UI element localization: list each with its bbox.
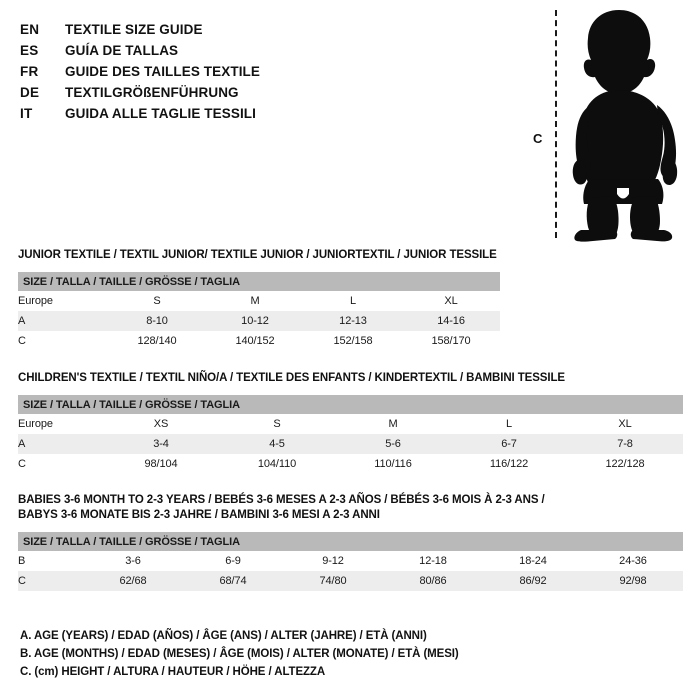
table-cell: 104/110 <box>219 454 335 474</box>
title-row-it: IT GUIDA ALLE TAGLIE TESSILI <box>20 106 480 127</box>
title-text-fr: GUIDE DES TAILLES TEXTILE <box>65 64 261 79</box>
children-table-header-label: SIZE / TALLA / TAILLE / GRÖSSE / TAGLIA <box>18 395 684 414</box>
table-row: Europe XS S M L XL <box>18 414 684 434</box>
table-cell: 80/86 <box>383 571 483 591</box>
measurement-figure: C <box>505 0 700 248</box>
table-header-row: SIZE / TALLA / TAILLE / GRÖSSE / TAGLIA <box>18 395 684 414</box>
table-row: C 62/68 68/74 74/80 80/86 86/92 92/98 <box>18 571 683 591</box>
language-code-fr: FR <box>20 64 39 79</box>
table-cell: 110/116 <box>335 454 451 474</box>
section-babies-textile: BABIES 3-6 MONTH TO 2-3 YEARS / BEBÉS 3-… <box>18 493 683 591</box>
table-cell: 6-9 <box>183 551 283 571</box>
row-key: C <box>18 454 103 474</box>
row-key: Europe <box>18 414 103 434</box>
row-key: C <box>18 571 83 591</box>
legend-line-a: A. AGE (YEARS) / EDAD (AÑOS) / ÂGE (ANS)… <box>20 630 427 642</box>
title-row-fr: FR GUIDE DES TAILLES TEXTILE <box>20 64 480 85</box>
section-junior-textile: JUNIOR TEXTILE / TEXTIL JUNIOR/ TEXTILE … <box>18 248 501 351</box>
junior-size-table: SIZE / TALLA / TAILLE / GRÖSSE / TAGLIA … <box>18 272 501 351</box>
table-cell: 24-36 <box>583 551 683 571</box>
table-cell: S <box>219 414 335 434</box>
table-cell: 3-6 <box>83 551 183 571</box>
legend-line-b: B. AGE (MONTHS) / EDAD (MESES) / ÂGE (MO… <box>20 648 459 660</box>
table-cell: M <box>206 291 304 311</box>
row-key: C <box>18 331 108 351</box>
section-heading-babies-line2: BABYS 3-6 MONATE BIS 2-3 JAHRE / BAMBINI… <box>18 509 380 521</box>
table-cell: 18-24 <box>483 551 583 571</box>
row-key: A <box>18 434 103 454</box>
table-cell: 14-16 <box>402 311 501 331</box>
section-heading-babies-line1: BABIES 3-6 MONTH TO 2-3 YEARS / BEBÉS 3-… <box>18 494 545 506</box>
table-cell: 5-6 <box>335 434 451 454</box>
section-heading-junior: JUNIOR TEXTILE / TEXTIL JUNIOR/ TEXTILE … <box>18 249 497 261</box>
language-code-es: ES <box>20 43 39 58</box>
table-cell: XL <box>402 291 501 311</box>
title-row-es: ES GUÍA DE TALLAS <box>20 43 480 64</box>
table-cell: 74/80 <box>283 571 383 591</box>
table-cell: 68/74 <box>183 571 283 591</box>
table-cell: 8-10 <box>108 311 206 331</box>
section-childrens-textile: CHILDREN'S TEXTILE / TEXTIL NIÑO/A / TEX… <box>18 371 684 474</box>
table-cell: 10-12 <box>206 311 304 331</box>
title-row-de: DE TEXTILGRÖßENFÜHRUNG <box>20 85 480 106</box>
table-cell: 128/140 <box>108 331 206 351</box>
table-cell: 152/158 <box>304 331 402 351</box>
table-row: B 3-6 6-9 9-12 12-18 18-24 24-36 <box>18 551 683 571</box>
title-text-de: TEXTILGRÖßENFÜHRUNG <box>65 85 239 100</box>
title-text-es: GUÍA DE TALLAS <box>65 43 179 58</box>
table-cell: 86/92 <box>483 571 583 591</box>
table-cell: 12-13 <box>304 311 402 331</box>
table-row: C 128/140 140/152 152/158 158/170 <box>18 331 501 351</box>
row-key: B <box>18 551 83 571</box>
table-header-row: SIZE / TALLA / TAILLE / GRÖSSE / TAGLIA <box>18 532 683 551</box>
babies-size-table: SIZE / TALLA / TAILLE / GRÖSSE / TAGLIA … <box>18 532 683 591</box>
section-heading-children: CHILDREN'S TEXTILE / TEXTIL NIÑO/A / TEX… <box>18 372 565 384</box>
table-cell: 122/128 <box>567 454 684 474</box>
table-cell: L <box>451 414 567 434</box>
table-cell: XS <box>103 414 219 434</box>
language-code-en: EN <box>20 22 40 37</box>
row-key: Europe <box>18 291 108 311</box>
language-title-block: EN TEXTILE SIZE GUIDE ES GUÍA DE TALLAS … <box>20 22 480 127</box>
table-cell: S <box>108 291 206 311</box>
table-cell: L <box>304 291 402 311</box>
table-row: A 8-10 10-12 12-13 14-16 <box>18 311 501 331</box>
legend-line-c: C. (cm) HEIGHT / ALTURA / HAUTEUR / HÖHE… <box>20 666 326 678</box>
measurement-legend: A. AGE (YEARS) / EDAD (AÑOS) / ÂGE (ANS)… <box>20 627 540 681</box>
table-row: A 3-4 4-5 5-6 6-7 7-8 <box>18 434 684 454</box>
table-cell: 7-8 <box>567 434 684 454</box>
title-text-it: GUIDA ALLE TAGLIE TESSILI <box>65 106 256 121</box>
table-cell: 140/152 <box>206 331 304 351</box>
children-size-table: SIZE / TALLA / TAILLE / GRÖSSE / TAGLIA … <box>18 395 684 474</box>
measure-label-c: C <box>533 131 543 146</box>
height-measure-dashed-line <box>555 10 557 238</box>
table-cell: 116/122 <box>451 454 567 474</box>
junior-table-header-label: SIZE / TALLA / TAILLE / GRÖSSE / TAGLIA <box>18 272 501 291</box>
table-cell: 3-4 <box>103 434 219 454</box>
table-row: Europe S M L XL <box>18 291 501 311</box>
row-key: A <box>18 311 108 331</box>
language-code-it: IT <box>20 106 33 121</box>
toddler-silhouette-icon <box>572 10 678 242</box>
babies-table-header-label: SIZE / TALLA / TAILLE / GRÖSSE / TAGLIA <box>18 532 683 551</box>
title-text-en: TEXTILE SIZE GUIDE <box>65 22 203 37</box>
table-cell: 4-5 <box>219 434 335 454</box>
language-code-de: DE <box>20 85 40 100</box>
table-cell: 9-12 <box>283 551 383 571</box>
table-cell: M <box>335 414 451 434</box>
table-cell: 6-7 <box>451 434 567 454</box>
table-cell: 12-18 <box>383 551 483 571</box>
table-cell: 158/170 <box>402 331 501 351</box>
table-row: C 98/104 104/110 110/116 116/122 122/128 <box>18 454 684 474</box>
table-header-row: SIZE / TALLA / TAILLE / GRÖSSE / TAGLIA <box>18 272 501 291</box>
table-cell: 92/98 <box>583 571 683 591</box>
title-row-en: EN TEXTILE SIZE GUIDE <box>20 22 480 43</box>
table-cell: XL <box>567 414 684 434</box>
table-cell: 98/104 <box>103 454 219 474</box>
table-cell: 62/68 <box>83 571 183 591</box>
